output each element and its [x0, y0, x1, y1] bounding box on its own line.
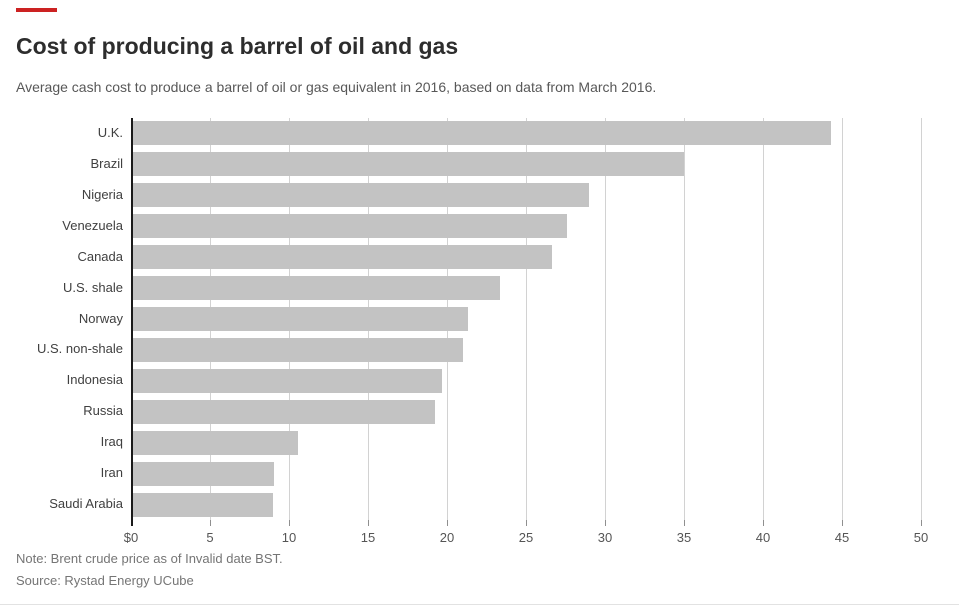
axis-tick — [289, 520, 290, 526]
category-label: U.S. non-shale — [37, 341, 123, 357]
gridline — [763, 118, 764, 526]
chart-subtitle: Average cash cost to produce a barrel of… — [16, 79, 657, 95]
chart-source: Source: Rystad Energy UCube — [16, 573, 194, 588]
gridline — [842, 118, 843, 526]
x-tick-label: 5 — [206, 530, 214, 545]
category-labels: U.K. Brazil Nigeria Venezuela Canada U.S. sha… — [0, 118, 123, 520]
bar — [131, 152, 684, 177]
x-tick-label: 45 — [834, 530, 850, 545]
category-label: Venezuela — [62, 217, 123, 233]
axis-tick — [921, 520, 922, 526]
x-tick-label: 30 — [597, 530, 613, 545]
accent-dash — [16, 8, 57, 12]
zero-axis-line — [131, 118, 133, 526]
category-label: Saudi Arabia — [49, 496, 123, 512]
plot-area — [131, 118, 922, 526]
x-tick-label: 50 — [913, 530, 929, 545]
x-tick-label: 20 — [439, 530, 455, 545]
category-label: Norway — [78, 310, 123, 326]
axis-tick — [605, 520, 606, 526]
x-tick-label: 40 — [755, 530, 771, 545]
axis-tick — [842, 520, 843, 526]
axis-tick — [210, 520, 211, 526]
x-axis: $0 5 10 15 20 25 30 35 40 45 50 — [124, 530, 928, 548]
gridline — [684, 118, 685, 526]
x-tick-label: 10 — [281, 530, 297, 545]
bar — [131, 368, 443, 393]
bar — [131, 307, 468, 331]
bar — [131, 183, 590, 208]
axis-tick — [368, 520, 369, 526]
category-label: Canada — [77, 248, 123, 264]
bar — [131, 492, 273, 517]
bar — [131, 461, 275, 486]
x-tick-label: 35 — [676, 530, 692, 545]
category-label: Russia — [83, 403, 123, 419]
category-label: Brazil — [90, 155, 123, 171]
axis-tick — [447, 520, 448, 526]
gridline — [921, 118, 922, 526]
chart-title: Cost of producing a barrel of oil and ga… — [16, 33, 459, 59]
axis-tick — [763, 520, 764, 526]
bar — [131, 245, 552, 270]
gridline — [605, 118, 606, 526]
x-tick-label: 25 — [518, 530, 534, 545]
category-label: Nigeria — [81, 186, 123, 202]
bar — [131, 430, 298, 455]
bar — [131, 399, 435, 424]
bar — [131, 121, 832, 146]
category-label: U.K. — [97, 125, 123, 140]
bar-chart: U.K. Brazil Nigeria Venezuela Canada U.S. sha… — [0, 118, 959, 548]
chart-note: Note: Brent crude price as of Invalid da… — [16, 551, 283, 566]
bar — [131, 337, 463, 362]
category-label: U.S. shale — [63, 279, 123, 295]
axis-tick — [526, 520, 527, 526]
x-tick-label: $0 — [123, 530, 139, 545]
x-tick-label: 15 — [360, 530, 376, 545]
category-label: Iran — [100, 465, 123, 481]
category-label: Indonesia — [66, 372, 123, 388]
gridline — [526, 118, 527, 526]
category-label: Iraq — [100, 434, 123, 450]
axis-tick — [684, 520, 685, 526]
bar — [131, 276, 500, 301]
bar — [131, 214, 568, 239]
